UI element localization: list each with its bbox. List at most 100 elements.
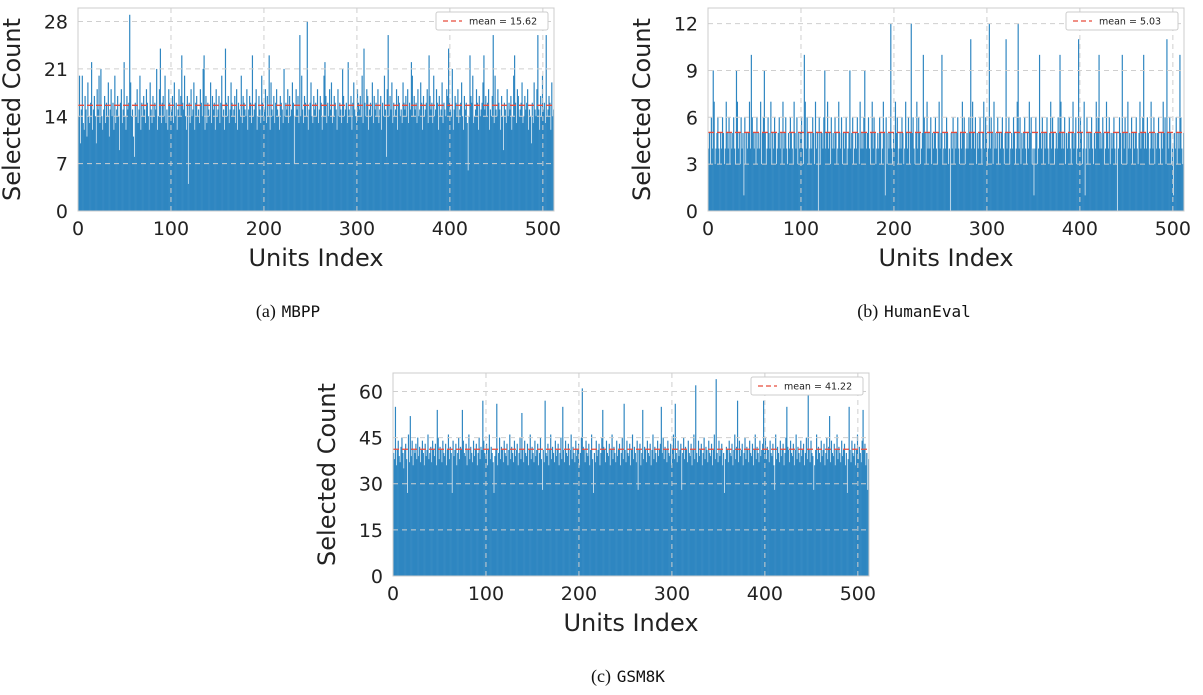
bar [1031,164,1033,211]
bar [470,95,472,211]
bar [116,109,118,211]
bar [680,443,682,576]
bar [456,465,458,576]
bar [993,101,995,211]
chart-gsm8k: 0 100 200 300 400 500 0 15 30 45 60 Units Index Sele… [313,372,876,637]
bar [597,449,599,576]
bar [114,75,116,211]
bar [841,440,843,576]
bar [157,129,159,211]
bar [278,129,280,211]
bar [840,148,842,211]
x-tick-label: 500 [840,583,876,605]
bar [290,109,293,211]
bar [488,434,490,576]
bar [382,116,385,211]
bar [206,123,208,211]
bar [650,465,652,576]
bar [932,148,935,211]
bar [170,109,173,211]
bar [750,456,753,576]
bar [1129,132,1131,211]
bar [969,132,971,211]
caption-mbpp: (a) MBPP [88,301,488,322]
bar [812,456,814,576]
bar [511,446,513,576]
caption-humaneval: (b) HumanEval [714,301,1114,322]
bar [570,434,572,576]
bar [1019,117,1021,211]
bar [938,101,940,211]
bar [355,116,357,211]
bar [1159,164,1162,211]
bar [296,109,298,211]
bar [164,75,166,211]
bar [205,95,207,211]
bar [527,465,529,576]
bar [215,89,217,211]
bar [764,132,766,211]
bar [1045,132,1047,211]
bar [750,452,752,576]
bar [561,459,563,576]
bar [798,452,800,576]
bar [781,164,783,211]
bar [849,70,851,212]
bar [774,132,777,211]
bar [737,462,740,576]
bar [771,456,773,576]
bar [452,129,454,211]
bar [865,465,867,576]
bar [321,129,323,211]
bar [809,462,811,576]
bar [837,148,839,211]
bar [774,489,776,576]
bar [218,95,220,211]
bar [779,148,781,211]
bar [1030,117,1032,211]
bar [1093,132,1095,211]
bar [441,82,443,212]
x-tick-label: 0 [387,583,399,605]
bar [848,132,850,211]
bar [95,143,97,211]
bar [264,89,267,211]
bar [784,132,786,211]
bar [455,443,457,576]
bar [550,129,552,211]
bar [832,132,834,211]
bar [453,456,455,576]
bar [210,82,212,212]
bar [830,440,833,576]
bar [666,462,668,576]
bar [945,148,947,211]
bar [715,379,717,576]
bar [225,102,227,211]
bar [134,102,136,211]
bar [770,101,772,211]
bar [178,89,180,211]
bar [368,109,371,211]
bar [396,449,398,576]
bar [528,449,530,576]
bar [974,117,976,211]
bar [275,102,277,211]
bar [181,55,183,212]
bar [853,456,855,576]
bar [662,437,664,576]
bar [786,148,788,211]
bar [631,434,634,576]
bar [1166,39,1168,212]
bar [138,109,140,211]
bar [545,452,547,576]
bar [530,459,532,576]
bar [711,148,713,211]
bar [524,440,526,576]
caption-label: (a) [255,301,276,321]
bar [108,136,110,211]
bar [298,123,300,211]
bar [297,95,299,211]
bar [754,434,756,576]
bar [878,148,880,211]
bar [692,449,694,576]
